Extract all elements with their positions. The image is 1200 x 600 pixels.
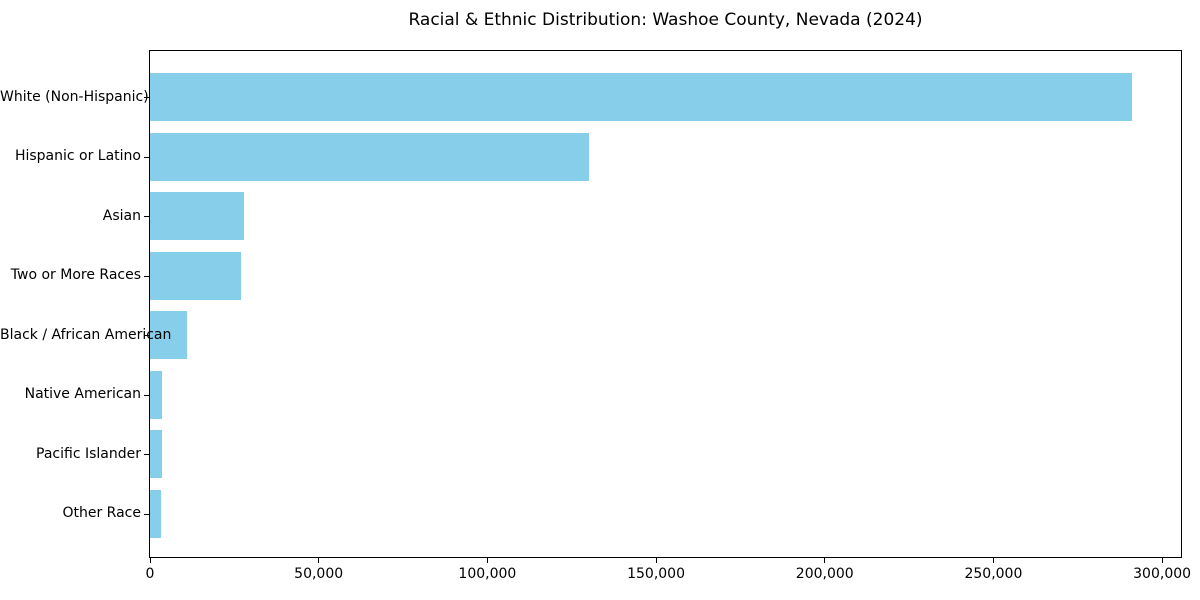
y-tick-label-two-or-more-races: Two or More Races [10,267,141,283]
chart-title: Racial & Ethnic Distribution: Washoe Cou… [408,10,923,30]
y-tick-mark [144,394,149,396]
y-tick-label-black-african-american: Black / African American [0,326,172,343]
y-tick-mark [144,216,149,217]
y-tick-mark [144,156,149,158]
x-tick-label: 300,000 [1133,566,1192,582]
x-tick-mark [486,558,488,563]
y-tick-mark [144,335,149,336]
bar-native-american [150,370,163,419]
bar-white-non-hispanic [150,73,1132,121]
y-tick-mark [144,454,149,455]
y-tick-mark [144,275,149,277]
x-tick-mark [149,558,151,563]
bar-hispanic-or-latino [150,132,589,181]
y-tick-mark [144,97,149,98]
x-tick-label: 100,000 [458,566,517,582]
x-tick-label: 50,000 [294,566,344,582]
bar-asian [150,192,245,240]
x-tick-mark [824,558,826,563]
x-tick-label: 0 [145,566,155,582]
x-tick-mark [655,558,657,563]
bar-two-or-more-races [150,251,242,300]
bar-other-race [150,489,161,538]
y-tick-label-hispanic-or-latino: Hispanic or Latino [14,148,141,164]
x-tick-mark [992,558,994,563]
y-tick-label-other-race: Other Race [62,505,141,521]
bar-pacific-islander [150,430,162,478]
x-tick-mark [1161,558,1163,563]
y-tick-label-asian: Asian [102,207,141,224]
bar-black-african-american [150,311,188,359]
x-tick-mark [318,558,320,563]
x-tick-label: 200,000 [795,566,854,582]
y-tick-mark [144,513,149,515]
x-tick-label: 150,000 [627,566,685,582]
y-tick-label-white-non-hispanic: White (Non-Hispanic) [0,88,149,105]
y-tick-label-pacific-islander: Pacific Islander [36,445,141,462]
y-tick-label-native-american: Native American [24,386,141,402]
x-tick-label: 250,000 [964,566,1023,582]
plot-area [149,50,1182,558]
